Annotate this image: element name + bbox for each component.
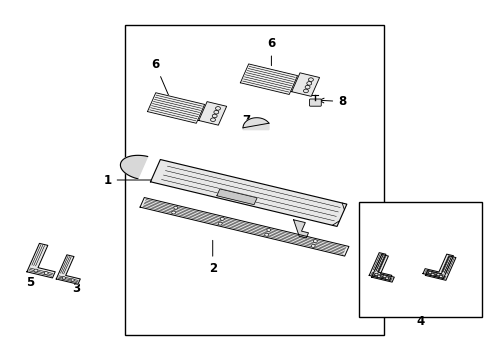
Text: 8: 8	[319, 95, 346, 108]
Polygon shape	[425, 256, 455, 280]
Polygon shape	[150, 159, 346, 226]
Circle shape	[212, 114, 217, 118]
Circle shape	[303, 89, 308, 93]
Polygon shape	[291, 73, 319, 96]
Polygon shape	[120, 156, 147, 179]
Circle shape	[310, 244, 314, 247]
Polygon shape	[56, 255, 80, 284]
Text: 7: 7	[242, 114, 250, 127]
Polygon shape	[240, 64, 297, 94]
Polygon shape	[422, 254, 452, 279]
Text: 1: 1	[103, 174, 151, 186]
Circle shape	[213, 111, 218, 114]
Circle shape	[71, 279, 74, 281]
Text: 3: 3	[65, 278, 80, 294]
Circle shape	[313, 240, 317, 243]
Circle shape	[171, 211, 175, 214]
Circle shape	[436, 273, 439, 276]
Circle shape	[428, 271, 431, 274]
Circle shape	[385, 277, 388, 279]
Circle shape	[210, 118, 215, 122]
Circle shape	[305, 85, 309, 89]
Circle shape	[34, 269, 38, 272]
Polygon shape	[216, 189, 257, 205]
Circle shape	[174, 206, 178, 209]
Polygon shape	[243, 118, 268, 130]
Circle shape	[220, 217, 224, 220]
Circle shape	[430, 273, 433, 275]
Polygon shape	[368, 253, 391, 280]
Text: 5: 5	[26, 272, 35, 289]
Text: 6: 6	[151, 58, 169, 96]
Circle shape	[266, 229, 270, 231]
Polygon shape	[199, 102, 226, 125]
Circle shape	[215, 107, 220, 110]
Polygon shape	[371, 255, 393, 282]
Circle shape	[62, 277, 65, 279]
Polygon shape	[140, 198, 348, 256]
Text: 6: 6	[267, 37, 275, 66]
Circle shape	[44, 271, 48, 274]
Circle shape	[308, 78, 313, 81]
Circle shape	[377, 275, 380, 277]
Text: 2: 2	[208, 240, 216, 275]
Circle shape	[374, 273, 377, 275]
Bar	[359, 202, 481, 317]
Polygon shape	[27, 243, 55, 278]
Circle shape	[218, 222, 222, 225]
Circle shape	[382, 275, 386, 278]
FancyBboxPatch shape	[309, 99, 321, 106]
Bar	[124, 25, 383, 335]
Text: 4: 4	[416, 315, 424, 328]
Circle shape	[306, 82, 311, 85]
Circle shape	[438, 275, 442, 278]
Polygon shape	[293, 220, 308, 238]
Circle shape	[264, 233, 268, 236]
Polygon shape	[147, 93, 204, 123]
